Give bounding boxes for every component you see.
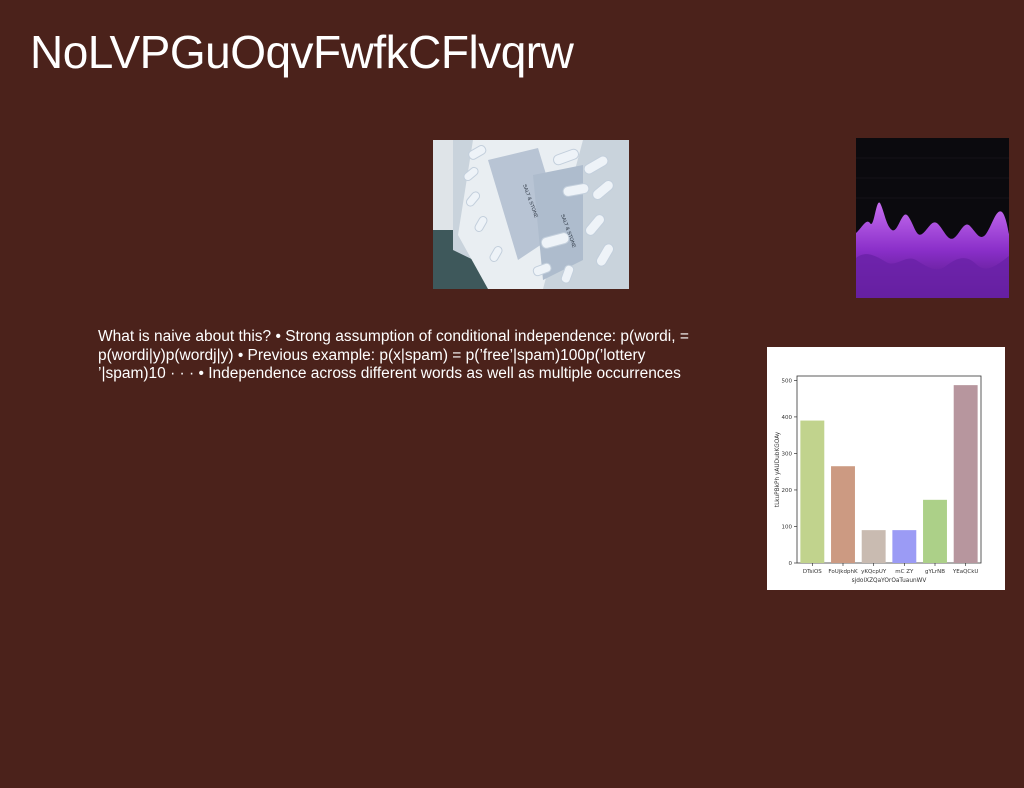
bar-ykqcpuy [861, 530, 886, 563]
bar-chart-image: 0 100 200 300 400 500 DTsiOS FoUjkdphK yKQcpUY mC… [767, 347, 1005, 590]
body-text: What is naive about this? • Strong assum… [98, 328, 689, 382]
bar-gylrnb [923, 499, 947, 563]
x-tick-label: FoUjkdphK [828, 569, 858, 575]
bar-foujkdphk [831, 466, 855, 563]
slide-title: NoLVPGuOqvFwfkCFlvqrw [30, 26, 574, 78]
x-axis-label: sjdolXZQaYOrOaTuaunWV [852, 578, 927, 584]
bar-mc-zy [892, 530, 917, 563]
purple-surface-illustration [856, 138, 1009, 298]
x-tick-label: DTsiOS [803, 569, 822, 575]
y-tick-label: 200 [782, 488, 793, 494]
x-tick-label: yKQcpUY [861, 569, 887, 575]
purple-surface-photo [856, 138, 1009, 298]
y-tick-label: 400 [782, 415, 793, 421]
x-tick-label: mC ZY [895, 569, 914, 575]
x-tick-label: YEaQCkU [952, 569, 979, 575]
y-axis-label: tLkuPBkPh yAUDubKGOAy [775, 431, 781, 507]
bar-yeaqcku [953, 385, 978, 563]
y-tick-label: 100 [782, 524, 793, 530]
y-tick-label: 300 [782, 451, 793, 457]
bar-chart: 0 100 200 300 400 500 DTsiOS FoUjkdphK yKQcpUY mC… [775, 375, 982, 584]
x-tick-label: gYLrNB [925, 569, 945, 575]
y-tick-label: 500 [782, 378, 793, 384]
pills-box-illustration: SALT & STONE SALT & STONE [433, 140, 629, 289]
pills-box-photo: SALT & STONE SALT & STONE [433, 140, 629, 289]
bar-dtsios [800, 420, 825, 563]
chart-frame [796, 375, 982, 564]
y-tick-label: 0 [789, 561, 793, 567]
